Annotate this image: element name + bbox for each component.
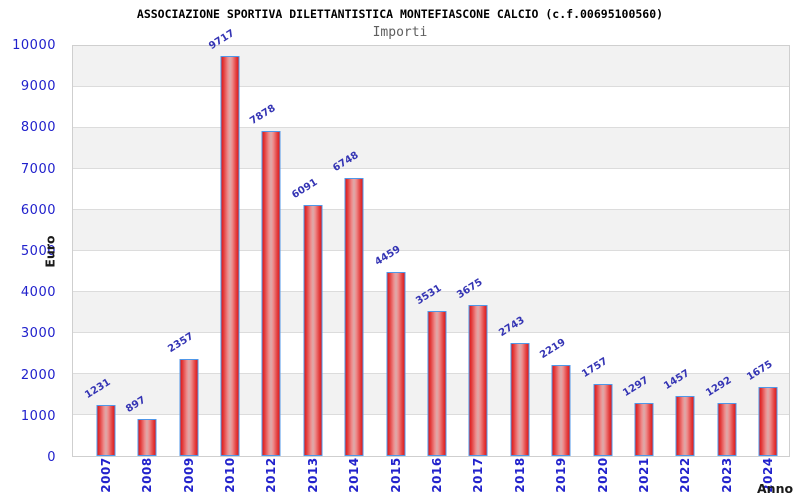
x-tick-label: 2019	[554, 457, 569, 493]
bar-value-label: 1675	[745, 358, 775, 383]
y-axis-title: Euro	[42, 235, 58, 268]
bar-value-label: 7878	[248, 103, 278, 128]
bars-row: 1231 2007 897 2008 2357 2009 9717 2010 7878 2012 6…	[73, 28, 789, 493]
x-tick-label: 2016	[429, 457, 444, 493]
x-tick-label: 2015	[388, 457, 403, 493]
bar-value-label: 897	[124, 394, 148, 416]
bar	[261, 131, 281, 456]
bar	[427, 310, 447, 456]
bar-value-label: 3675	[455, 276, 485, 301]
x-axis-title: Anno	[757, 481, 794, 496]
bar-value-label: 1457	[662, 367, 693, 392]
bar-value-label: 6748	[331, 149, 361, 174]
y-axis-tick-labels: 0 1000 2000 3000 4000 5000 6000 7000 8000 9000 100…	[0, 39, 64, 464]
bar-column-2020: 1757 2020	[579, 46, 623, 493]
bar	[303, 205, 323, 456]
gridline	[73, 291, 789, 292]
grid-band	[73, 210, 789, 251]
chart-subtitle: Importi	[372, 25, 428, 40]
x-tick-label: 2021	[636, 457, 651, 493]
bar-value-label: 1757	[579, 355, 610, 380]
bar	[593, 383, 613, 456]
x-tick-label: 2010	[222, 457, 237, 493]
bar	[510, 343, 530, 456]
x-tick-label: 2009	[181, 457, 196, 493]
bar-column-2007: 1231 2007	[82, 46, 126, 493]
chart-title: ASSOCIAZIONE SPORTIVA DILETTANTISTICA MO…	[136, 7, 664, 21]
bar-value-label: 1292	[703, 374, 734, 399]
grid-band	[73, 87, 789, 128]
x-tick-label: 2022	[678, 457, 693, 493]
bar-column-2017: 3675 2017	[455, 46, 499, 493]
y-tick-label: 2000	[20, 367, 56, 383]
bar-column-2023: 1292 2023	[703, 46, 747, 493]
grid-band	[73, 251, 789, 292]
bar-value-label: 1297	[621, 374, 651, 399]
bar-column-2010: 9717 2010	[207, 28, 250, 493]
bar	[137, 419, 157, 456]
grid-band	[73, 169, 789, 210]
gridline	[73, 127, 789, 128]
y-tick-label: 6000	[20, 202, 56, 218]
bar	[634, 402, 654, 456]
bar-column-2022: 1457 2022	[662, 46, 706, 493]
y-tick-label: 7000	[20, 161, 56, 177]
bar-column-2012: 7878 2012	[248, 46, 292, 493]
x-tick-label: 2007	[98, 457, 113, 493]
bar-column-2024: 1675 2024	[745, 46, 789, 493]
bar	[220, 55, 240, 456]
bar	[179, 358, 199, 456]
x-tick-label: 2017	[471, 457, 486, 493]
bar-column-2008: 897 2008	[124, 46, 167, 493]
bar	[717, 402, 737, 456]
x-tick-label: 2014	[347, 457, 362, 493]
bar-column-2016: 3531 2016	[414, 46, 457, 493]
x-tick-label: 2012	[264, 457, 279, 493]
y-tick-label: 3000	[20, 326, 56, 342]
gridline	[73, 209, 789, 210]
y-tick-label: 5000	[20, 244, 56, 259]
bar	[96, 405, 116, 456]
grid-band	[73, 128, 789, 169]
bar-value-label: 2219	[538, 336, 568, 361]
y-tick-label: 8000	[20, 120, 56, 136]
y-tick-label: 10000	[12, 38, 56, 53]
bar-column-2018: 2743 2018	[496, 46, 540, 493]
bar-column-2013: 6091 2013	[289, 46, 333, 493]
bar-column-2019: 2219 2019	[538, 46, 581, 493]
bar-value-label: 3531	[414, 282, 444, 307]
grid-band	[73, 46, 789, 87]
bar	[675, 395, 695, 456]
x-tick-label: 2008	[140, 457, 155, 493]
bar-value-label: 2357	[165, 330, 196, 355]
bar-value-label: 1231	[82, 377, 113, 402]
gridline	[73, 168, 789, 169]
bar	[386, 272, 406, 456]
bar-column-2015: 4459 2015	[372, 46, 416, 493]
y-tick-label: 0	[47, 450, 56, 465]
bar	[468, 304, 488, 456]
bar-column-2009: 2357 2009	[165, 46, 209, 493]
y-tick-label: 4000	[20, 285, 56, 301]
y-tick-label: 9000	[20, 79, 56, 95]
bar	[344, 177, 364, 456]
x-tick-label: 2020	[595, 457, 610, 493]
plot-area: 1231 2007 897 2008 2357 2009 9717 2010 7878 2012 6…	[72, 28, 790, 493]
bar-value-label: 6091	[289, 176, 320, 202]
bar-value-label: 4459	[372, 244, 403, 269]
gridline	[73, 86, 789, 87]
bar-column-2014: 6748 2014	[331, 46, 374, 493]
bar-column-2021: 1297 2021	[621, 46, 664, 493]
gridline	[73, 250, 789, 251]
x-tick-label: 2018	[512, 457, 527, 493]
bar	[551, 364, 571, 456]
bar-value-label: 2743	[496, 314, 527, 339]
x-tick-label: 2013	[305, 457, 320, 493]
x-tick-label: 2023	[719, 457, 734, 493]
y-tick-label: 1000	[20, 408, 56, 424]
bar	[758, 387, 778, 456]
